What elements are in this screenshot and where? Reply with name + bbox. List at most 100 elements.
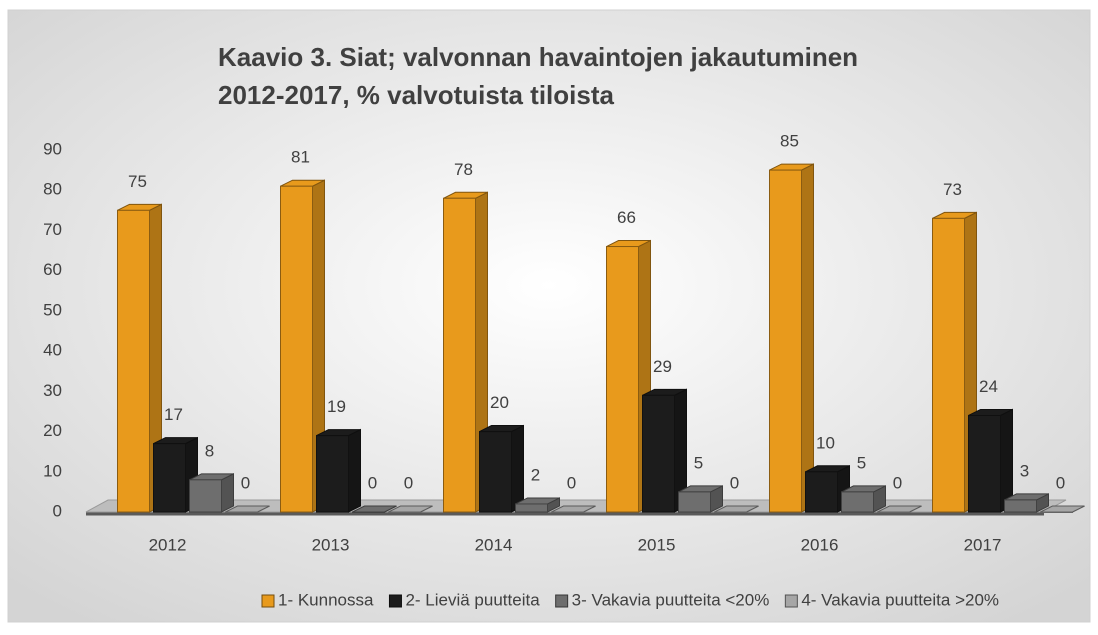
y-tick-label: 70 xyxy=(43,220,62,239)
legend-label: 2- Lieviä puutteita xyxy=(405,590,540,609)
value-label: 75 xyxy=(128,172,147,191)
value-label: 0 xyxy=(368,473,377,492)
bar-front xyxy=(551,511,584,513)
value-label: 78 xyxy=(454,160,473,179)
value-label: 73 xyxy=(943,180,962,199)
legend-swatch xyxy=(555,594,569,608)
y-tick-label: 80 xyxy=(43,180,62,199)
value-label: 8 xyxy=(205,441,214,460)
bar-front xyxy=(352,511,385,513)
bar xyxy=(388,505,433,513)
x-tick-label: 2015 xyxy=(638,535,676,554)
bar xyxy=(968,408,1013,513)
bar xyxy=(551,505,596,513)
bar xyxy=(678,485,723,513)
bar xyxy=(877,505,922,513)
legend-swatch xyxy=(784,594,798,608)
bar-side xyxy=(801,163,814,513)
bar xyxy=(805,464,850,513)
chart-title: 2012-2017, % valvotuista tiloista xyxy=(218,80,615,110)
x-tick-label: 2013 xyxy=(312,535,350,554)
bar-front xyxy=(932,217,965,513)
value-label: 0 xyxy=(567,473,576,492)
bar-side xyxy=(511,424,524,513)
bar xyxy=(479,424,524,513)
bar-front xyxy=(1004,499,1037,513)
x-tick-label: 2012 xyxy=(149,535,187,554)
bar xyxy=(189,473,234,513)
value-label: 0 xyxy=(730,473,739,492)
bar-front xyxy=(280,185,313,513)
bar-front xyxy=(189,479,222,513)
value-label: 2 xyxy=(531,465,540,484)
legend-swatch xyxy=(261,594,275,608)
bar-front xyxy=(714,511,747,513)
value-label: 85 xyxy=(780,132,799,151)
bar-front xyxy=(515,503,548,513)
bar-front xyxy=(805,471,838,513)
bar xyxy=(117,203,162,513)
value-label: 0 xyxy=(1056,473,1065,492)
bar-side xyxy=(221,473,234,513)
value-label: 0 xyxy=(241,473,250,492)
value-label: 5 xyxy=(694,453,703,472)
bar-side xyxy=(348,428,361,513)
bar-front xyxy=(678,491,711,513)
bar-front xyxy=(225,511,258,513)
y-tick-label: 10 xyxy=(43,461,62,480)
bar xyxy=(841,485,886,513)
value-label: 0 xyxy=(404,473,413,492)
value-label: 10 xyxy=(816,433,835,452)
bar-front xyxy=(117,209,150,513)
value-label: 81 xyxy=(291,148,310,167)
bar xyxy=(153,436,198,513)
bar xyxy=(714,505,759,513)
y-tick-label: 0 xyxy=(53,501,62,520)
bar xyxy=(1004,493,1049,513)
bar-front xyxy=(642,394,675,513)
chart-background xyxy=(7,9,1091,623)
bar xyxy=(515,497,560,513)
bar xyxy=(280,179,325,513)
value-label: 0 xyxy=(893,473,902,492)
bar-front xyxy=(606,246,639,513)
y-tick-label: 60 xyxy=(43,260,62,279)
bar xyxy=(1040,505,1085,513)
y-tick-label: 90 xyxy=(43,139,62,158)
value-label: 24 xyxy=(979,377,998,396)
x-tick-label: 2017 xyxy=(964,535,1002,554)
y-tick-label: 30 xyxy=(43,381,62,400)
bar xyxy=(932,211,977,513)
bar-front xyxy=(479,431,512,513)
value-label: 17 xyxy=(164,405,183,424)
bar xyxy=(352,505,397,513)
legend-label: 1- Kunnossa xyxy=(278,590,374,609)
bar xyxy=(225,505,270,513)
y-tick-label: 20 xyxy=(43,421,62,440)
bar-front xyxy=(877,511,910,513)
value-label: 3 xyxy=(1020,461,1029,480)
chart-title: Kaavio 3. Siat; valvonnan havaintojen ja… xyxy=(218,42,858,72)
x-tick-label: 2016 xyxy=(801,535,839,554)
legend-swatch xyxy=(388,594,402,608)
bar-front xyxy=(769,169,802,513)
bar-front xyxy=(443,197,476,513)
x-tick-label: 2014 xyxy=(475,535,513,554)
bar xyxy=(642,388,687,513)
y-tick-label: 50 xyxy=(43,300,62,319)
value-label: 19 xyxy=(327,397,346,416)
bar-front xyxy=(1040,511,1073,513)
y-tick-label: 40 xyxy=(43,341,62,360)
legend-label: 3- Vakavia puutteita <20% xyxy=(572,590,770,609)
bar-front xyxy=(968,414,1001,513)
bar-front xyxy=(841,491,874,513)
bar-front xyxy=(316,435,349,513)
value-label: 5 xyxy=(857,453,866,472)
bar-front xyxy=(153,443,186,513)
value-label: 66 xyxy=(617,208,636,227)
bar-front xyxy=(388,511,421,513)
bar xyxy=(316,428,361,513)
legend-label: 4- Vakavia puutteita >20% xyxy=(801,590,999,609)
value-label: 20 xyxy=(490,393,509,412)
